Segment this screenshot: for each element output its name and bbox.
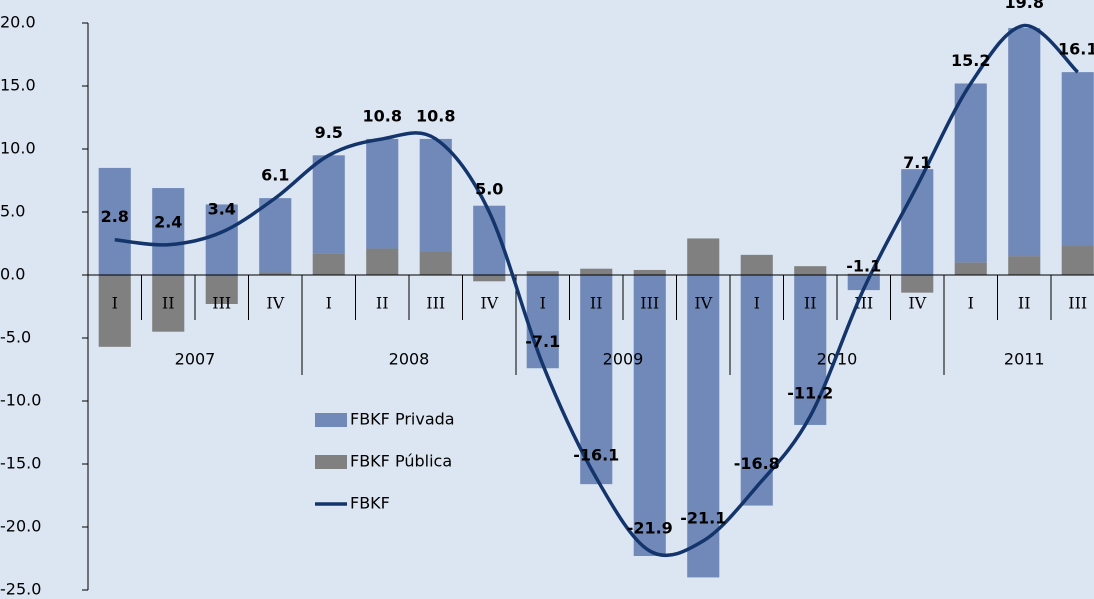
y-tick-label: 20.0 [0, 13, 36, 32]
x-tick-label: II [590, 294, 603, 313]
legend-swatch [315, 413, 347, 427]
bar [98, 167, 131, 275]
legend-label: FBKF Privada [350, 410, 455, 429]
data-label: 10.8 [363, 106, 402, 125]
bar [794, 266, 827, 275]
y-tick-label: -15.0 [0, 454, 41, 473]
data-label: 2.8 [101, 207, 129, 226]
data-label: -21.9 [627, 518, 673, 537]
x-tick-label: I [754, 294, 760, 313]
data-label: 6.1 [261, 166, 289, 185]
bar [312, 155, 345, 254]
line [114, 23, 1079, 558]
x-tick-label: III [640, 294, 659, 313]
y-tick-label: -5.0 [0, 328, 31, 347]
bar [1061, 246, 1094, 275]
bar [740, 254, 773, 275]
bar [419, 138, 452, 252]
x-tick-label: IV [694, 294, 712, 313]
bar [366, 248, 399, 275]
x-tick-label: III [1068, 294, 1087, 313]
bar [687, 238, 720, 275]
bar [954, 83, 987, 263]
x-tick-label: II [804, 294, 817, 313]
legend-label: FBKF [350, 494, 390, 513]
bar [847, 275, 880, 291]
data-label: -1.1 [846, 256, 881, 275]
group-label: 2007 [175, 350, 216, 369]
x-tick-label: IV [908, 294, 926, 313]
bar [687, 275, 720, 578]
data-label: 10.8 [416, 106, 455, 125]
bar [152, 188, 185, 275]
bar [205, 204, 238, 275]
bar [312, 253, 345, 275]
bar [901, 275, 934, 293]
y-tick-label: 0.0 [0, 265, 25, 284]
bar [740, 275, 773, 506]
x-tick-label: I [968, 294, 974, 313]
x-tick-label: I [540, 294, 546, 313]
data-label: 2.4 [154, 212, 182, 231]
data-label: 3.4 [208, 200, 236, 219]
bar [98, 275, 131, 347]
data-label: 16.1 [1058, 40, 1094, 59]
group-label: 2008 [389, 350, 430, 369]
legend-label: FBKF Pública [350, 452, 452, 471]
bar [205, 275, 238, 304]
y-tick-label: 10.0 [0, 139, 36, 158]
data-label: 5.0 [475, 180, 503, 199]
x-tick-label: II [376, 294, 389, 313]
bar [259, 198, 292, 273]
bar [526, 271, 559, 275]
bar [580, 275, 613, 485]
bar [633, 275, 666, 556]
bar [1061, 72, 1094, 247]
y-tick-label: -10.0 [0, 391, 41, 410]
data-label: 9.5 [315, 123, 343, 142]
data-label: -7.1 [525, 332, 560, 351]
bar [366, 138, 399, 249]
bar [847, 273, 880, 275]
x-tick-label: III [212, 294, 231, 313]
bar [1008, 28, 1041, 257]
y-tick-label: -20.0 [0, 517, 41, 536]
bar [526, 275, 559, 369]
bar [794, 275, 827, 425]
y-tick-label: 15.0 [0, 76, 36, 95]
bar [580, 268, 613, 275]
data-label: 7.1 [903, 153, 931, 172]
x-tick-label: II [162, 294, 175, 313]
y-tick-label: 5.0 [0, 202, 25, 221]
x-tick-label: IV [480, 294, 498, 313]
bar [152, 275, 185, 332]
bar [259, 272, 292, 275]
bar [633, 269, 666, 275]
data-label: -16.8 [734, 454, 780, 473]
bar [954, 262, 987, 275]
data-label: 19.8 [1005, 0, 1044, 12]
data-label: -16.1 [573, 445, 619, 464]
y-tick-label: -25.0 [0, 580, 41, 599]
x-tick-label: III [426, 294, 445, 313]
data-label: -11.2 [787, 384, 833, 403]
legend-swatch [315, 455, 347, 469]
x-tick-label: IV [266, 294, 284, 313]
group-label: 2009 [603, 350, 644, 369]
data-label: 15.2 [951, 51, 990, 70]
bar [1008, 256, 1041, 275]
x-tick-label: II [1018, 294, 1031, 313]
bar [473, 275, 506, 282]
x-tick-label: I [326, 294, 332, 313]
x-tick-label: I [112, 294, 118, 313]
data-label: -21.1 [680, 508, 726, 527]
bar [419, 251, 452, 275]
group-label: 2011 [1004, 350, 1045, 369]
